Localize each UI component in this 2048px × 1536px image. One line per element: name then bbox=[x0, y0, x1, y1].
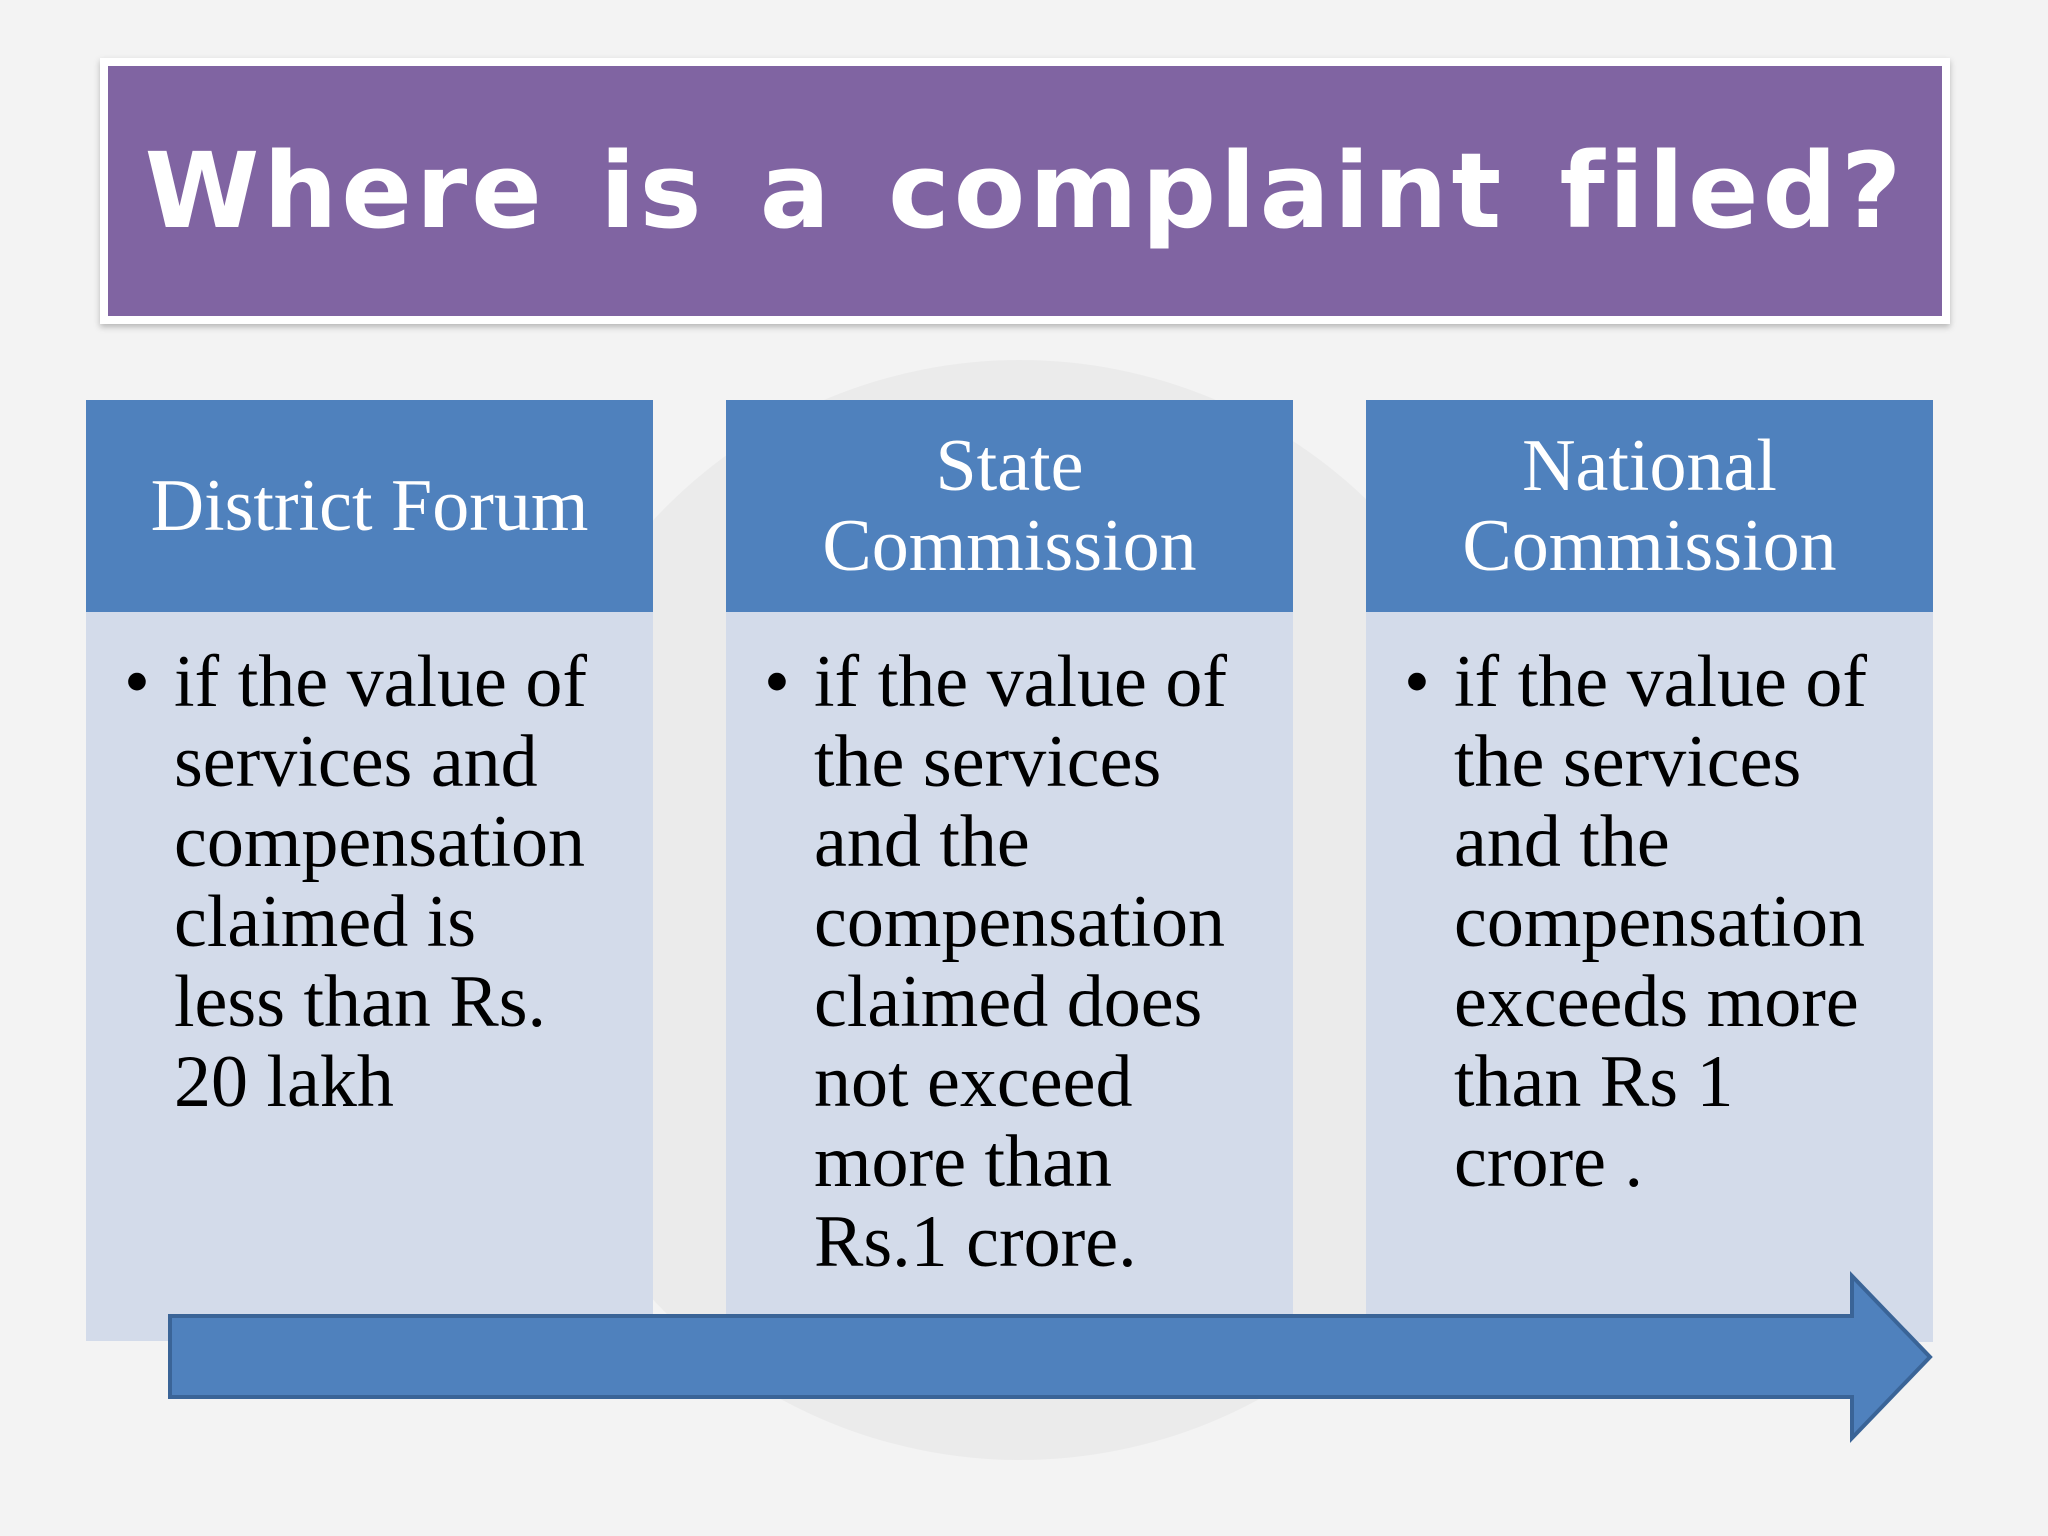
heading-line: Commission bbox=[822, 505, 1197, 587]
bullet-icon: • bbox=[124, 641, 150, 723]
column-body: • if the value of the services and the c… bbox=[1366, 612, 1933, 1342]
body-line: compensation bbox=[814, 881, 1226, 963]
body-line: the services bbox=[1454, 721, 1802, 803]
column-body: • if the value of services and compensat… bbox=[86, 612, 653, 1341]
heading-line: State bbox=[935, 425, 1084, 507]
body-line: less than Rs. bbox=[174, 961, 547, 1043]
body-line: if the value of bbox=[814, 641, 1227, 723]
body-line: more than bbox=[814, 1121, 1112, 1203]
column-heading: National Commission bbox=[1366, 400, 1933, 612]
body-line: Rs.1 crore. bbox=[814, 1201, 1137, 1283]
body-line: the services bbox=[814, 721, 1162, 803]
body-line: and the bbox=[814, 801, 1030, 883]
column-body: • if the value of the services and the c… bbox=[726, 612, 1293, 1342]
column-district-forum: District Forum • if the value of service… bbox=[86, 400, 653, 1341]
column-heading: District Forum bbox=[86, 400, 653, 612]
heading-line: District Forum bbox=[150, 465, 589, 547]
body-line: than Rs 1 bbox=[1454, 1041, 1734, 1123]
heading-line: Commission bbox=[1462, 505, 1837, 587]
body-line: compensation bbox=[174, 801, 586, 883]
body-line: if the value of bbox=[174, 641, 587, 723]
heading-line: National bbox=[1522, 425, 1777, 507]
body-line: crore . bbox=[1454, 1121, 1643, 1203]
column-state-commission: State Commission • if the value of the s… bbox=[726, 400, 1293, 1342]
arrow-shape bbox=[168, 1271, 1933, 1443]
body-line: if the value of bbox=[1454, 641, 1867, 723]
body-line: services and bbox=[174, 721, 538, 803]
body-line: and the bbox=[1454, 801, 1670, 883]
column-national-commission: National Commission • if the value of th… bbox=[1366, 400, 1933, 1342]
body-line: exceeds more bbox=[1454, 961, 1859, 1043]
slide-title: Where is a complaint filed? bbox=[144, 130, 1906, 252]
title-banner: Where is a complaint filed? bbox=[100, 58, 1950, 324]
bullet-icon: • bbox=[764, 641, 790, 723]
body-line: not exceed bbox=[814, 1041, 1133, 1123]
column-heading: State Commission bbox=[726, 400, 1293, 612]
body-line: compensation bbox=[1454, 881, 1866, 963]
body-line: 20 lakh bbox=[174, 1041, 394, 1123]
bullet-icon: • bbox=[1404, 641, 1430, 723]
body-line: claimed is bbox=[174, 881, 477, 963]
body-line: claimed does bbox=[814, 961, 1203, 1043]
